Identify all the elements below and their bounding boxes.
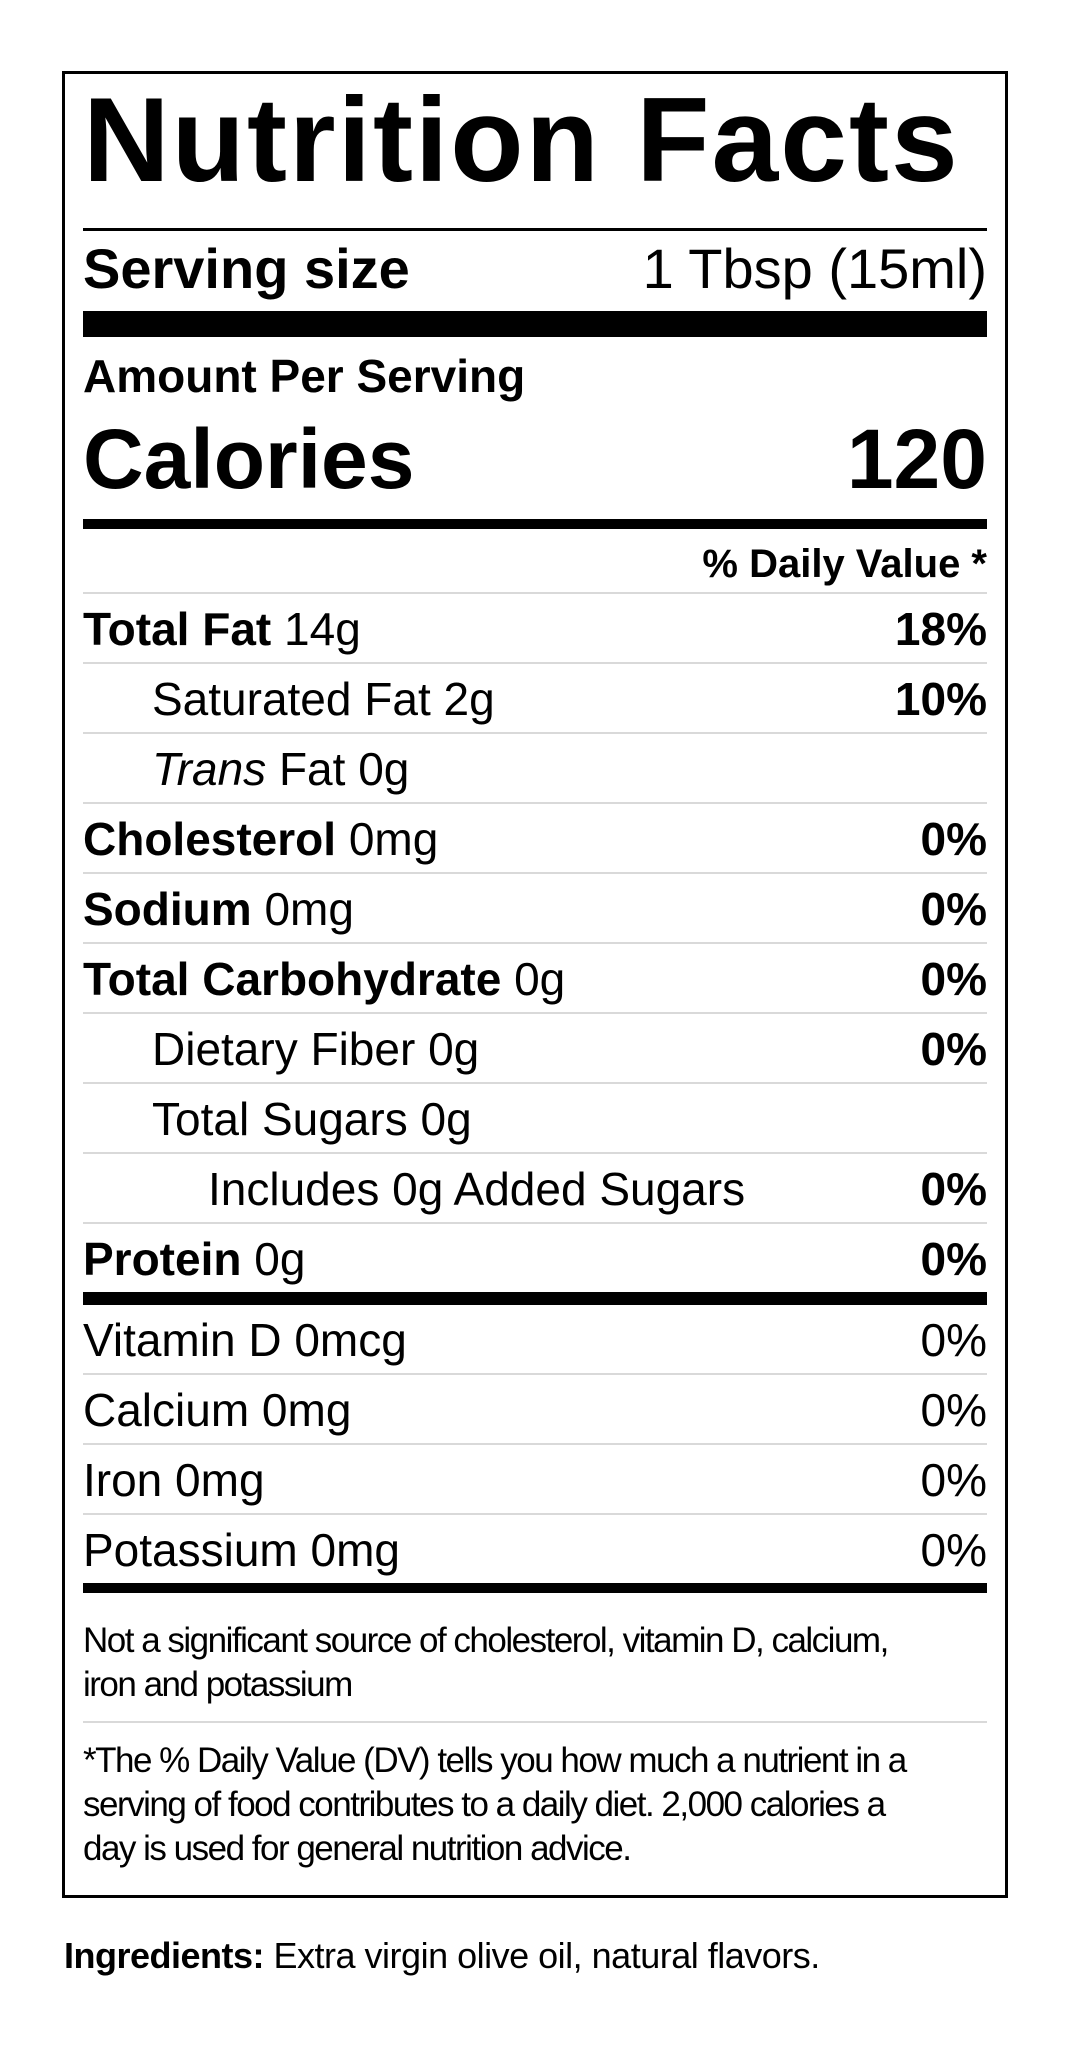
daily-value-percent: 0% <box>920 1314 987 1366</box>
calories-value: 120 <box>846 412 987 506</box>
nutrient-row: Includes 0g Added Sugars 0% <box>83 1154 987 1224</box>
daily-value-percent: 0% <box>920 1023 987 1075</box>
nutrient-name: Trans Fat 0g <box>152 743 410 795</box>
nutrient-name: Vitamin D 0mcg <box>83 1314 407 1366</box>
nutrient-name: Includes 0g Added Sugars <box>208 1163 746 1215</box>
daily-value-percent: 0% <box>920 883 987 935</box>
nutrient-row: Protein 0g 0% <box>83 1224 987 1292</box>
not-significant-source-note: Not a significant source of cholesterol,… <box>83 1593 987 1723</box>
nutrient-row: Cholesterol 0mg 0% <box>83 804 987 874</box>
serving-size-row: Serving size 1 Tbsp (15ml) <box>83 231 987 311</box>
nutrient-row: Saturated Fat 2g 10% <box>83 664 987 734</box>
nutrient-row: Sodium 0mg 0% <box>83 874 987 944</box>
daily-value-percent: 18% <box>894 603 987 655</box>
vitamin-rows-section: Vitamin D 0mcg 0% Calcium 0mg 0% Iron 0mg 0% P… <box>83 1305 987 1583</box>
nutrient-name: Total Fat 14g <box>83 603 361 655</box>
ingredients-line: Ingredients: Extra virgin olive oil, nat… <box>64 1934 820 1977</box>
daily-value-percent: 0% <box>920 1524 987 1576</box>
nutrient-name: Iron 0mg <box>83 1454 265 1506</box>
medium-divider-bar <box>83 519 987 529</box>
nutrient-row: Total Carbohydrate 0g 0% <box>83 944 987 1014</box>
serving-size-label: Serving size <box>83 237 410 300</box>
daily-value-percent: 0% <box>920 1384 987 1436</box>
daily-value-percent: 0% <box>920 1454 987 1506</box>
calories-row: Calories 120 <box>83 417 987 515</box>
serving-size-value: 1 Tbsp (15ml) <box>642 237 987 300</box>
nutrient-name: Calcium 0mg <box>83 1384 352 1436</box>
nutrition-facts-title: Nutrition Facts <box>83 73 960 207</box>
nutrient-row: Potassium 0mg 0% <box>83 1515 987 1583</box>
nutrition-facts-label: Nutrition Facts Serving size 1 Tbsp (15m… <box>62 71 1008 1898</box>
ingredients-label: Ingredients: <box>64 1935 265 1976</box>
nutrient-rows-section: Total Fat 14g 18% Saturated Fat 2g 10% Trans… <box>83 594 987 1292</box>
daily-value-percent: 10% <box>894 673 987 725</box>
nutrient-name: Cholesterol 0mg <box>83 813 439 865</box>
nutrient-name: Saturated Fat 2g <box>152 673 495 725</box>
calories-label: Calories <box>83 412 415 506</box>
protein-section-divider-bar <box>83 1292 987 1305</box>
daily-value-percent: 0% <box>920 1163 987 1215</box>
daily-value-percent: 0% <box>920 813 987 865</box>
nutrient-row: Vitamin D 0mcg 0% <box>83 1305 987 1375</box>
nutrient-name: Protein 0g <box>83 1233 306 1285</box>
nutrient-name: Total Sugars 0g <box>152 1093 472 1145</box>
vitamins-section-divider-bar <box>83 1583 987 1593</box>
nutrient-row: Iron 0mg 0% <box>83 1445 987 1515</box>
nutrient-name: Total Carbohydrate 0g <box>83 953 566 1005</box>
nutrient-name: Potassium 0mg <box>83 1524 401 1576</box>
nutrient-row: Trans Fat 0g <box>83 734 987 804</box>
daily-value-percent: 0% <box>920 953 987 1005</box>
amount-per-serving-label: Amount Per Serving <box>83 350 526 402</box>
daily-value-percent: 0% <box>920 1233 987 1285</box>
nutrient-row: Total Sugars 0g <box>83 1084 987 1154</box>
nutrient-row: Calcium 0mg 0% <box>83 1375 987 1445</box>
nutrient-name: Dietary Fiber 0g <box>152 1023 480 1075</box>
daily-value-header: % Daily Value * <box>83 529 987 594</box>
nutrient-row: Dietary Fiber 0g 0% <box>83 1014 987 1084</box>
nutrient-name: Sodium 0mg <box>83 883 354 935</box>
daily-value-footnote: *The % Daily Value (DV) tells you how mu… <box>83 1741 907 1868</box>
thick-divider-bar <box>83 311 987 337</box>
ingredients-text: Extra virgin olive oil, natural flavors. <box>273 1935 821 1976</box>
title-divider <box>83 228 987 231</box>
nutrient-row: Total Fat 14g 18% <box>83 594 987 664</box>
